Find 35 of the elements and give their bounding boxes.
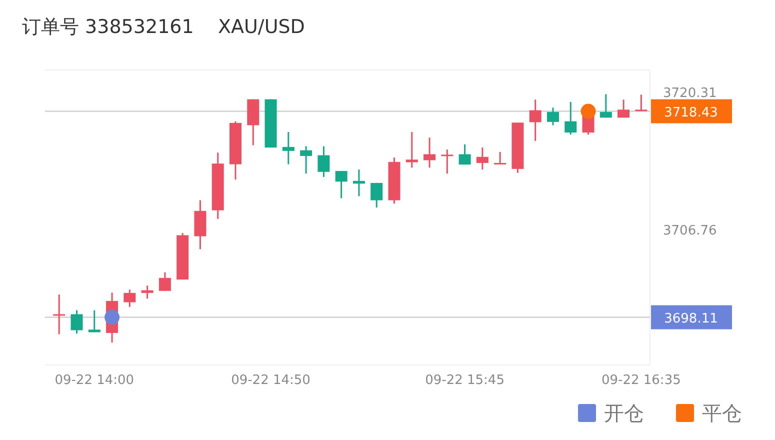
candlestick xyxy=(282,131,294,166)
x-tick-label: 09-22 14:00 xyxy=(54,373,134,388)
candlestick xyxy=(318,145,330,178)
x-tick-label: 09-22 16:35 xyxy=(601,373,681,388)
candlestick xyxy=(600,93,612,118)
candlestick xyxy=(635,94,648,112)
candlestick xyxy=(141,284,154,300)
candlestick xyxy=(529,98,542,142)
candlestick xyxy=(352,168,365,197)
candlestick xyxy=(458,144,471,166)
chart-title: 订单号 338532161 XAU/USD xyxy=(22,16,305,38)
candlestick xyxy=(424,136,436,168)
y-tick-label: 3720.31 xyxy=(663,86,717,102)
candlestick xyxy=(70,310,83,334)
x-tick-label: 09-22 15:45 xyxy=(425,373,504,388)
y-tick-label: 3706.76 xyxy=(663,224,717,239)
candlestick xyxy=(88,310,100,334)
candlestick xyxy=(494,151,506,166)
candlestick xyxy=(158,271,171,292)
ref-line-label: 3718.43 xyxy=(664,105,718,120)
candlestick xyxy=(370,182,383,208)
candlestick xyxy=(546,106,559,126)
candlestick xyxy=(53,294,66,336)
candlestick xyxy=(300,145,312,174)
candlestick xyxy=(618,98,630,118)
legend-label: 开仓 xyxy=(604,401,644,425)
legend-label: 平仓 xyxy=(702,401,742,425)
candlestick xyxy=(476,146,488,170)
ref-line-label: 3698.11 xyxy=(664,311,718,326)
candlestick xyxy=(406,131,418,168)
candlestick xyxy=(124,288,136,308)
x-tick-label: 09-22 14:50 xyxy=(231,373,310,388)
candlestick xyxy=(564,101,577,136)
candlestick xyxy=(335,170,348,199)
candlestick xyxy=(441,148,454,174)
